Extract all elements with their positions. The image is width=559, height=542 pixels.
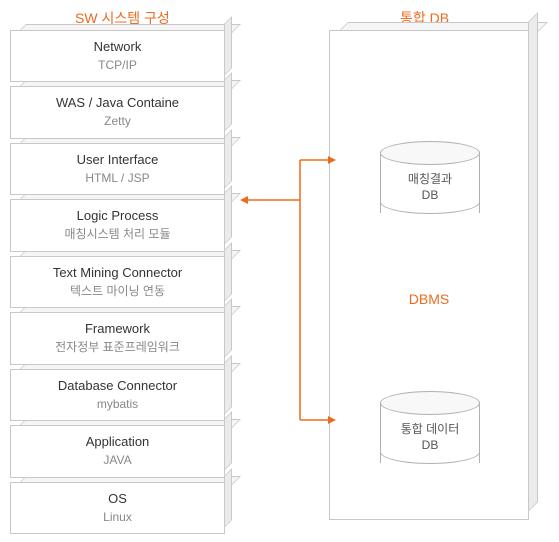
block-title: WAS / Java Containe: [15, 95, 220, 112]
sw-system-stack: Network TCP/IP WAS / Java Containe Zetty Use…: [10, 30, 235, 538]
block-title: User Interface: [15, 152, 220, 169]
block-title: Text Mining Connector: [15, 265, 220, 282]
stack-block: Application JAVA: [10, 425, 235, 477]
block-subtitle: 전자정부 표준프레임워크: [15, 340, 220, 356]
db-front-panel: 매칭결과 DB DBMS 통합 데이터 DB: [329, 30, 529, 520]
block-subtitle: HTML / JSP: [15, 171, 220, 187]
stack-block: Framework 전자정부 표준프레임워크: [10, 312, 235, 364]
diagram-container: SW 시스템 구성 통합 DB NetworkTCP/IPWAS / Java …: [0, 0, 559, 542]
stack-block: User Interface HTML / JSP: [10, 143, 235, 195]
stack-block: Network TCP/IP: [10, 30, 235, 82]
block-subtitle: JAVA: [15, 453, 220, 469]
cylinder-label: 통합 데이터: [401, 422, 460, 438]
block-title: Framework: [15, 321, 220, 338]
block-title: Logic Process: [15, 208, 220, 225]
stack-block: Text Mining Connector 텍스트 마이닝 연동: [10, 256, 235, 308]
db-container: 매칭결과 DB DBMS 통합 데이터 DB: [329, 30, 529, 520]
block-subtitle: 매칭시스템 처리 모듈: [15, 227, 220, 243]
cylinder-label: 매칭결과: [408, 172, 452, 188]
block-subtitle: Linux: [15, 510, 220, 526]
block-title: Database Connector: [15, 378, 220, 395]
block-title: OS: [15, 491, 220, 508]
block-title: Network: [15, 39, 220, 56]
block-subtitle: Zetty: [15, 114, 220, 130]
stack-block: WAS / Java Containe Zetty: [10, 86, 235, 138]
block-subtitle: mybatis: [15, 397, 220, 413]
block-title: Application: [15, 434, 220, 451]
stack-block: Logic Process 매칭시스템 처리 모듈: [10, 199, 235, 251]
dbms-label: DBMS: [330, 291, 528, 307]
block-subtitle: 텍스트 마이닝 연동: [15, 284, 220, 300]
stack-block: Database Connector mybatis: [10, 369, 235, 421]
db-cylinder-matching: 매칭결과 DB: [380, 141, 480, 213]
block-subtitle: TCP/IP: [15, 58, 220, 74]
stack-block: OS Linux: [10, 482, 235, 534]
db-cylinder-integrated: 통합 데이터 DB: [380, 391, 480, 463]
